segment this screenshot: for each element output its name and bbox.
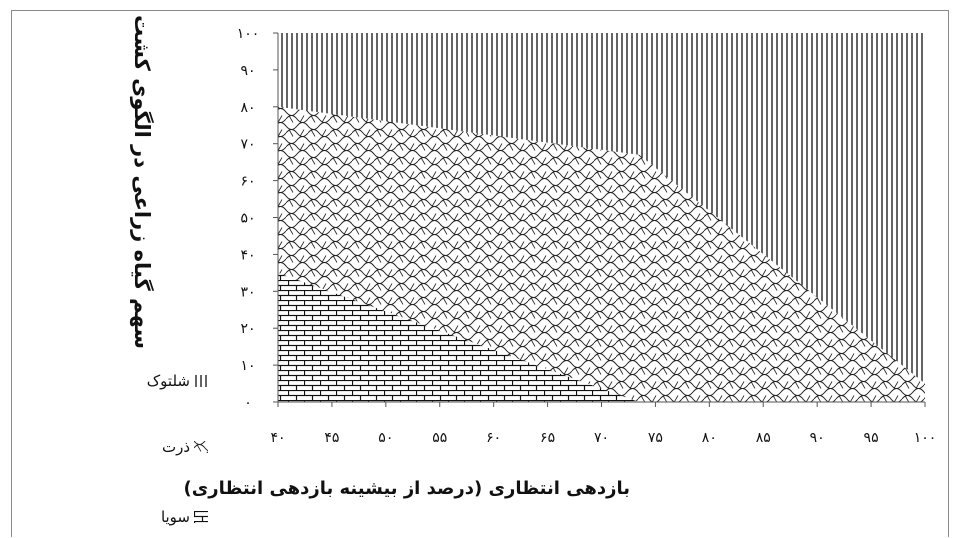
legend-item-soybean: سویا bbox=[161, 508, 208, 526]
soybean-area bbox=[278, 272, 925, 402]
x-axis-label: بازدهی انتظاری (درصد از بیشینه بازدهی ان… bbox=[183, 478, 630, 499]
legend-item-paddy: شلتوک bbox=[147, 372, 208, 390]
x-tick-label: ۸۵ bbox=[756, 430, 771, 446]
y-tick-label: ۲۰ bbox=[240, 321, 255, 337]
y-tick-label: ۱۰۰ bbox=[237, 26, 260, 42]
x-tick-label: ۹۵ bbox=[864, 430, 879, 446]
x-tick-label: ۵۰ bbox=[378, 430, 393, 446]
y-tick-label: ۹۰ bbox=[240, 63, 255, 79]
x-tick-label: ۷۵ bbox=[648, 430, 663, 446]
legend-label-soybean: سویا bbox=[160, 508, 190, 526]
brick-swatch-icon bbox=[194, 511, 208, 523]
y-tick-label: ۳۰ bbox=[240, 284, 255, 300]
y-tick-label: ۷۰ bbox=[240, 137, 255, 153]
y-tick-label: ۸۰ bbox=[240, 100, 255, 116]
legend-item-corn: ذرت bbox=[162, 438, 208, 456]
y-tick-label: ۵۰ bbox=[240, 211, 255, 227]
x-tick-label: ۶۰ bbox=[486, 430, 501, 446]
x-tick-label: ۸۰ bbox=[702, 430, 717, 446]
y-tick-label: ۶۰ bbox=[240, 174, 255, 190]
scales-swatch-icon bbox=[194, 441, 208, 453]
paddy-area bbox=[278, 33, 925, 384]
x-tick-label: ۷۰ bbox=[594, 430, 609, 446]
x-tick-label: ۹۰ bbox=[810, 430, 825, 446]
legend-label-paddy: شلتوک bbox=[146, 372, 190, 390]
corn-area bbox=[278, 106, 925, 403]
x-tick-label: ۱۰۰ bbox=[914, 430, 937, 446]
vertical-lines-swatch-icon bbox=[194, 375, 208, 387]
y-tick-label: ۰ bbox=[244, 395, 252, 411]
x-tick-label: ۶۵ bbox=[540, 430, 555, 446]
y-tick-label: ۴۰ bbox=[240, 247, 255, 263]
chart-frame bbox=[11, 10, 949, 537]
x-tick-label: ۵۵ bbox=[432, 430, 447, 446]
x-tick-label: ۴۰ bbox=[270, 430, 285, 446]
y-tick-label: ۱۰ bbox=[240, 358, 255, 374]
x-tick-label: ۴۵ bbox=[324, 430, 339, 446]
legend-label-corn: ذرت bbox=[161, 438, 190, 456]
